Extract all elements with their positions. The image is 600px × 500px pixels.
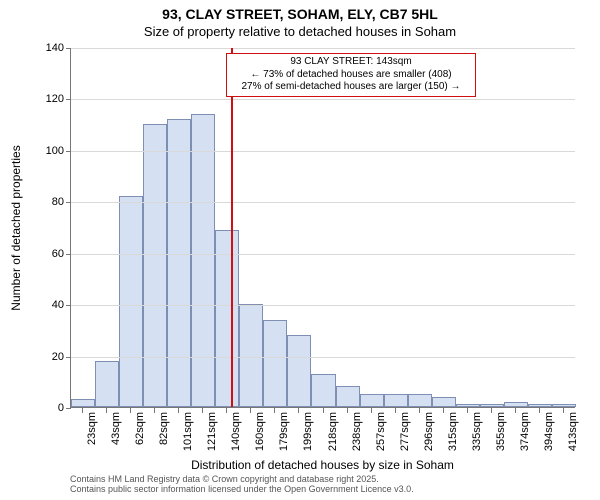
y-tick-label: 60 — [34, 248, 64, 260]
x-tick-mark — [395, 408, 396, 413]
y-tick-label: 100 — [34, 145, 64, 157]
histogram-bar — [215, 230, 239, 407]
histogram-bar — [143, 124, 167, 407]
gridline — [71, 151, 575, 152]
histogram-bar — [71, 399, 95, 407]
histogram-bar — [119, 196, 143, 407]
gridline — [71, 357, 575, 358]
histogram-bar — [408, 394, 432, 407]
y-tick-label: 80 — [34, 196, 64, 208]
y-tick-mark — [66, 99, 71, 100]
x-tick-label: 218sqm — [327, 412, 339, 451]
x-tick-mark — [202, 408, 203, 413]
x-tick-mark — [130, 408, 131, 413]
reference-line — [231, 48, 233, 407]
x-tick-label: 160sqm — [254, 412, 266, 451]
x-tick-label: 257sqm — [375, 412, 387, 451]
annotation-line: ← 73% of detached houses are smaller (40… — [231, 69, 471, 82]
gridline — [71, 254, 575, 255]
x-tick-label: 315sqm — [447, 412, 459, 451]
x-tick-mark — [178, 408, 179, 413]
gridline — [71, 305, 575, 306]
annotation-box: 93 CLAY STREET: 143sqm← 73% of detached … — [226, 53, 476, 97]
x-tick-label: 199sqm — [302, 412, 314, 451]
histogram-bar — [432, 397, 456, 407]
gridline — [71, 99, 575, 100]
x-tick-mark — [515, 408, 516, 413]
x-tick-mark — [371, 408, 372, 413]
x-tick-label: 277sqm — [399, 412, 411, 451]
x-tick-label: 101sqm — [182, 412, 194, 451]
bars-layer — [71, 48, 575, 407]
y-tick-mark — [66, 48, 71, 49]
x-tick-label: 23sqm — [86, 412, 98, 445]
x-tick-mark — [82, 408, 83, 413]
x-tick-mark — [106, 408, 107, 413]
x-tick-mark — [347, 408, 348, 413]
y-tick-label: 20 — [34, 351, 64, 363]
y-tick-label: 140 — [34, 42, 64, 54]
annotation-line: 93 CLAY STREET: 143sqm — [231, 56, 471, 69]
x-tick-label: 335sqm — [471, 412, 483, 451]
x-tick-mark — [443, 408, 444, 413]
x-tick-mark — [154, 408, 155, 413]
x-tick-mark — [274, 408, 275, 413]
attribution: Contains HM Land Registry data © Crown c… — [70, 474, 414, 495]
histogram-bar — [263, 320, 287, 407]
x-tick-label: 413sqm — [567, 412, 579, 451]
histogram-bar — [336, 386, 360, 407]
x-tick-label: 179sqm — [278, 412, 290, 451]
x-tick-label: 121sqm — [206, 412, 218, 451]
y-tick-mark — [66, 254, 71, 255]
y-tick-label: 120 — [34, 93, 64, 105]
histogram-bar — [311, 374, 335, 407]
x-tick-mark — [491, 408, 492, 413]
y-tick-label: 40 — [34, 299, 64, 311]
histogram-bar — [480, 404, 504, 407]
chart-title: 93, CLAY STREET, SOHAM, ELY, CB7 5HL — [0, 6, 600, 22]
histogram-bar — [384, 394, 408, 407]
x-tick-mark — [467, 408, 468, 413]
histogram-bar — [287, 335, 311, 407]
x-tick-label: 355sqm — [495, 412, 507, 451]
x-tick-label: 374sqm — [519, 412, 531, 451]
y-tick-mark — [66, 305, 71, 306]
gridline — [71, 48, 575, 49]
x-tick-label: 140sqm — [230, 412, 242, 451]
y-tick-label: 0 — [34, 402, 64, 414]
x-tick-mark — [323, 408, 324, 413]
x-tick-mark — [298, 408, 299, 413]
x-tick-label: 296sqm — [423, 412, 435, 451]
chart-plot-area: 93 CLAY STREET: 143sqm← 73% of detached … — [70, 48, 575, 408]
x-tick-label: 43sqm — [110, 412, 122, 445]
attribution-line1: Contains HM Land Registry data © Crown c… — [70, 474, 414, 484]
x-axis-label: Distribution of detached houses by size … — [70, 458, 575, 472]
x-tick-mark — [539, 408, 540, 413]
y-tick-mark — [66, 357, 71, 358]
x-tick-label: 394sqm — [543, 412, 555, 451]
histogram-bar — [360, 394, 384, 407]
chart-subtitle: Size of property relative to detached ho… — [0, 24, 600, 39]
histogram-bar — [167, 119, 191, 407]
gridline — [71, 202, 575, 203]
x-tick-mark — [563, 408, 564, 413]
histogram-bar — [456, 404, 480, 407]
x-tick-label: 238sqm — [351, 412, 363, 451]
y-tick-mark — [66, 151, 71, 152]
attribution-line2: Contains public sector information licen… — [70, 484, 414, 494]
x-tick-mark — [226, 408, 227, 413]
histogram-bar — [552, 404, 576, 407]
x-tick-label: 82sqm — [158, 412, 170, 445]
x-tick-mark — [250, 408, 251, 413]
y-tick-mark — [66, 202, 71, 203]
x-tick-label: 62sqm — [134, 412, 146, 445]
histogram-bar — [191, 114, 215, 407]
histogram-bar — [504, 402, 528, 407]
histogram-bar — [95, 361, 119, 407]
annotation-line: 27% of semi-detached houses are larger (… — [231, 81, 471, 94]
x-tick-mark — [419, 408, 420, 413]
y-axis-label: Number of detached properties — [9, 145, 23, 310]
histogram-bar — [528, 404, 552, 407]
